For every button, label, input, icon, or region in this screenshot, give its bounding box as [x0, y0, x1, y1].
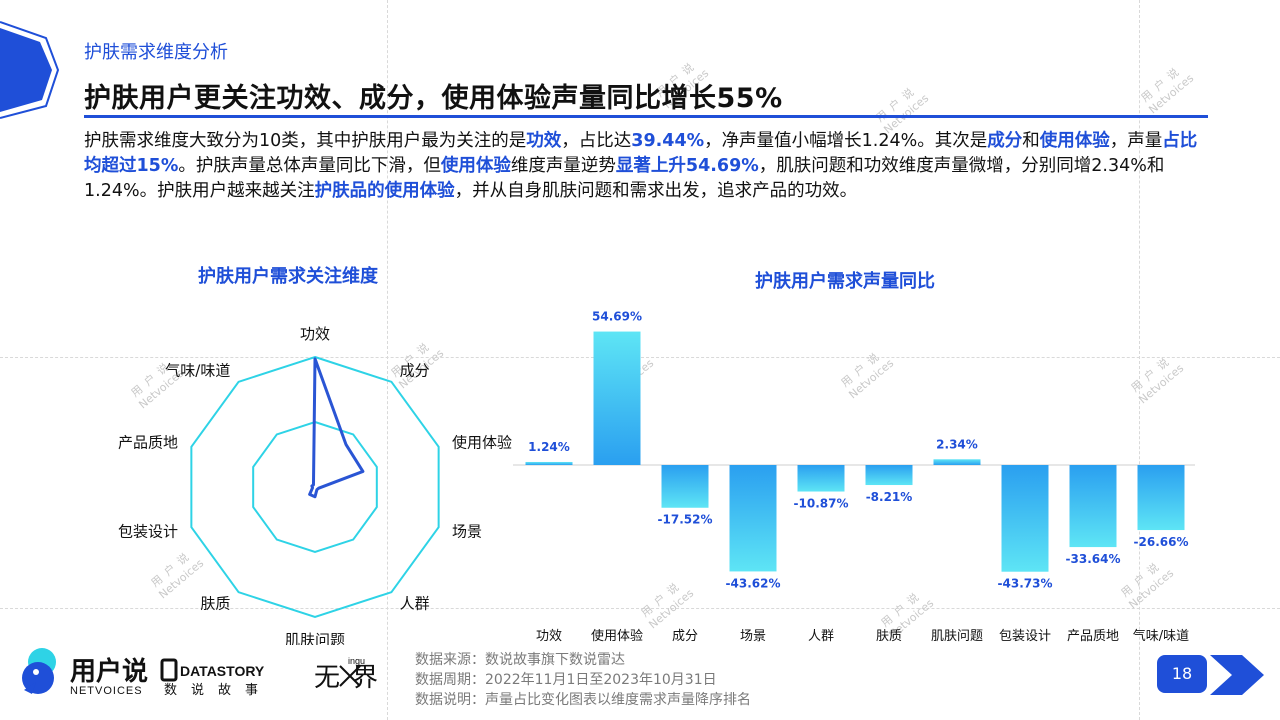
bar-category-label: 功效	[536, 629, 562, 644]
bar	[593, 331, 641, 465]
partner-wujie: 无界	[314, 662, 390, 692]
bar-chart: 1.24% 功效 54.69% 使用体验 -17.52% 成分 -43.62% 场景 -10.8…	[513, 310, 1195, 644]
radar-grid-ring	[190, 355, 440, 619]
netvoices-logo-icon	[22, 648, 56, 694]
bar-category-label: 场景	[740, 629, 766, 644]
page-title: 护肤用户更关注功效、成分，使用体验声量同比增长55%	[84, 83, 783, 114]
radar-series-line	[308, 357, 365, 499]
radar-axis-label: 肌肤问题	[285, 631, 345, 645]
bar-category-label: 产品质地	[1067, 629, 1119, 644]
grid-line	[1139, 0, 1140, 720]
bar-category-label: 气味/味道	[1133, 628, 1189, 644]
grid-line	[387, 0, 388, 720]
radar-axis-label: 使用体验	[452, 434, 512, 452]
brand-name: 用户说	[70, 656, 148, 686]
partner-datastory-cn: 数说故事	[164, 682, 272, 697]
partner-wujie-small: ingu	[348, 656, 365, 666]
summary-highlight: 占比均超过15%	[84, 131, 1198, 176]
bar-category-label: 人群	[808, 629, 834, 644]
grid-line	[0, 608, 1280, 609]
summary-highlight: 39.44%	[631, 131, 705, 151]
bar-value-label: -33.64%	[1066, 552, 1121, 566]
radar-axis-label: 肤质	[200, 594, 230, 612]
radar-axis-label: 产品质地	[118, 434, 178, 452]
page-number: 18	[1157, 655, 1207, 693]
radar-axis-label: 人群	[400, 594, 430, 612]
summary-paragraph: 护肤需求维度大致分为10类，其中护肤用户最为关注的是功效，占比达39.44%，净…	[84, 129, 1214, 204]
data-period: 数据周期：2022年11月1日至2023年10月31日	[415, 672, 717, 688]
summary-text: 维度声量逆势	[510, 156, 616, 176]
next-arrow-icon	[1210, 655, 1264, 695]
summary-text: ，净声量值小幅增长1.24%。其次是	[704, 131, 988, 151]
bar-category-label: 包装设计	[999, 629, 1051, 644]
bar	[797, 465, 845, 492]
bar-value-label: -10.87%	[794, 497, 849, 511]
radar-axis-label: 气味/味道	[165, 362, 230, 380]
bar-value-label: -8.21%	[866, 490, 913, 504]
radar-axis-label: 场景	[452, 522, 482, 540]
bar-value-label: 54.69%	[592, 310, 642, 324]
summary-text: ，并从自身肌肤问题和需求出发，追求产品的功效。	[454, 181, 858, 201]
summary-highlight: 护肤品的使用体验	[314, 181, 455, 201]
section-label: 护肤需求维度分析	[84, 42, 228, 63]
summary-text: 和	[1022, 131, 1040, 151]
bar-category-label: 肤质	[876, 629, 902, 644]
footer-logos: 用户说 NETVOICES DATASTORY 数说故事 无界 ingu	[22, 648, 390, 697]
bar-category-label: 肌肤问题	[931, 629, 983, 644]
bar-value-label: -26.66%	[1134, 535, 1189, 549]
radar-grid-ring	[252, 420, 378, 554]
bar-value-label: -43.73%	[998, 577, 1053, 591]
partner-mark-icon	[339, 665, 361, 687]
bar	[729, 465, 777, 572]
radar-axis-label: 成分	[400, 362, 430, 380]
summary-text: ，占比达	[561, 131, 632, 151]
data-description: 数据说明：声量占比变化图表以维度需求声量降序排名	[415, 692, 751, 708]
radar-chart-title: 护肤用户需求关注维度	[198, 266, 378, 287]
summary-highlight: 显著上升54.69%	[615, 156, 759, 176]
summary-highlight: 使用体验	[1039, 131, 1110, 151]
bar-value-label: 1.24%	[528, 440, 570, 454]
bar	[1137, 465, 1185, 531]
brand-name-en: NETVOICES	[70, 685, 143, 697]
bar	[661, 465, 709, 508]
summary-text: 护肤需求维度大致分为10类，其中护肤用户最为关注的是	[84, 131, 527, 151]
data-notes: 数据来源：数说故事旗下数说雷达 数据周期：2022年11月1日至2023年10月…	[415, 650, 751, 710]
bar-value-label: -43.62%	[726, 576, 781, 590]
title-underline	[84, 115, 1208, 118]
data-source: 数据来源：数说故事旗下数说雷达	[415, 652, 625, 668]
summary-highlight: 使用体验	[440, 156, 511, 176]
summary-highlight: 功效	[526, 131, 562, 151]
bar	[525, 461, 573, 465]
bar-value-label: -17.52%	[658, 513, 713, 527]
summary-text: ，声量	[1109, 131, 1163, 151]
bar-chart-title: 护肤用户需求声量同比	[755, 271, 935, 292]
bar-category-label: 成分	[672, 629, 698, 644]
corner-decoration	[0, 21, 60, 119]
datastory-logo-icon	[160, 658, 178, 682]
radar-axis-label: 包装设计	[118, 522, 178, 540]
partner-datastory: DATASTORY	[180, 663, 265, 679]
bar-value-label: 2.34%	[936, 437, 978, 451]
bar	[933, 459, 981, 465]
bar	[1001, 465, 1049, 572]
bar	[865, 465, 913, 486]
bar-category-label: 使用体验	[591, 628, 643, 644]
summary-text: 。护肤声量总体声量同比下滑，但	[178, 156, 441, 176]
summary-highlight: 成分	[987, 131, 1023, 151]
bar	[1069, 465, 1117, 548]
summary-text: ，肌肤问题和功效维度声量微增，分别同增2.34%和1.24%。护肤用户越来越关注	[84, 156, 1165, 201]
radar-axis-label: 功效	[300, 325, 330, 343]
